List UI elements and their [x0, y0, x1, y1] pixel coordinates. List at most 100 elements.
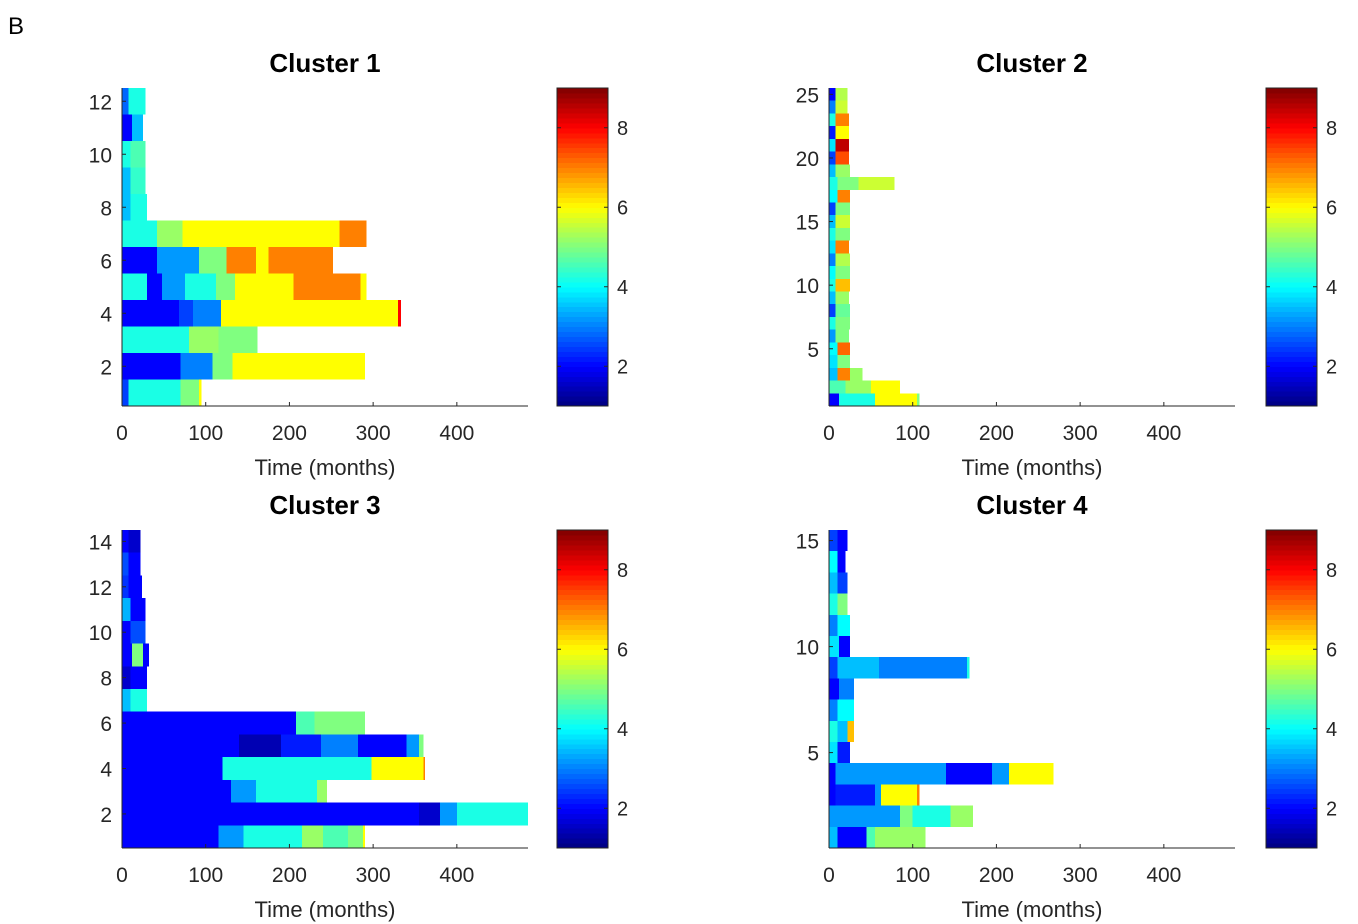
colorbar-swatch [557, 321, 608, 328]
heatmap-cell-row-3-seg-3 [875, 784, 881, 806]
colorbar-swatch [1266, 604, 1317, 611]
heatmap-cell-row-21-seg-2 [835, 138, 850, 152]
y-tick-label: 20 [796, 148, 819, 171]
x-tick-label: 400 [1146, 422, 1181, 445]
colorbar-swatch [557, 147, 608, 154]
heatmap-cell-row-6-seg-3 [199, 247, 227, 274]
y-tick-label: 4 [100, 759, 112, 782]
colorbar-swatch [1266, 122, 1317, 129]
heatmap-cell-row-5-seg-2 [837, 342, 850, 356]
colorbar-swatch [557, 828, 608, 834]
colorbar-swatch [1266, 763, 1317, 770]
colorbar-swatch [1266, 207, 1317, 213]
colorbar-swatch [1266, 530, 1317, 536]
heatmap-cell-row-3-seg-2 [230, 779, 256, 803]
colorbar-swatch [557, 574, 608, 581]
heatmap-cell-row-1-seg-4 [199, 379, 202, 406]
colorbar-swatch [1266, 738, 1317, 745]
heatmap-cell-row-3-seg-1 [122, 326, 189, 353]
colorbar-swatch [1266, 574, 1317, 581]
colorbar-swatch [1266, 703, 1317, 710]
heatmap-cell-row-7-seg-1 [122, 220, 158, 247]
heatmap-cell-row-11-seg-2 [835, 266, 850, 279]
heatmap-cell-row-5-seg-3 [281, 734, 322, 758]
colorbar-tick-label: 4 [617, 719, 628, 741]
colorbar-swatch [557, 381, 608, 387]
heatmap-cell-row-1-seg-4 [875, 826, 926, 848]
heatmap-cell-row-25-seg-2 [835, 88, 848, 101]
colorbar-swatch [1266, 828, 1317, 834]
y-tick-label: 15 [796, 212, 819, 235]
colorbar-swatch [1266, 306, 1317, 313]
y-tick-label: 12 [89, 91, 112, 114]
heatmap-cell-row-1-seg-3 [875, 393, 917, 406]
heatmap-cell-row-7-seg-2 [835, 316, 850, 330]
colorbar-swatch [557, 172, 608, 179]
heatmap-cell-row-1-seg-3 [243, 825, 302, 848]
heatmap-cell-row-5-seg-1 [122, 273, 148, 300]
heatmap-cell-row-12-seg-2 [128, 88, 146, 115]
colorbar-swatch [1266, 788, 1317, 794]
colorbar-tick-label: 2 [617, 798, 628, 820]
heatmap-cell-row-8-seg-2 [130, 194, 148, 221]
colorbar-swatch [1266, 147, 1317, 154]
colorbar-swatch [1266, 684, 1317, 690]
colorbar-swatch [557, 748, 608, 755]
heatmap-cell-row-8-seg-1 [829, 678, 840, 700]
heatmap-cell-row-24-seg-2 [835, 100, 848, 114]
x-axis-label: Time (months) [962, 897, 1103, 922]
heatmap-cell-row-7-seg-2 [157, 220, 183, 247]
colorbar-swatch [1266, 689, 1317, 695]
y-tick-label: 8 [100, 668, 112, 691]
heatmap-cell-row-2-seg-3 [912, 805, 951, 827]
colorbar-swatch [1266, 356, 1317, 362]
colorbar-swatch [1266, 539, 1317, 546]
heatmap-cell-row-4-seg-3 [946, 763, 993, 785]
heatmap-cell-row-4-seg-1 [122, 300, 179, 327]
colorbar-swatch [1266, 197, 1317, 203]
heatmap-cell-row-3-seg-4 [880, 784, 917, 806]
colorbar-swatch [1266, 798, 1317, 804]
colorbar-swatch [1266, 182, 1317, 188]
heatmap-cell-row-6-seg-1 [122, 247, 158, 274]
heatmap-cell-row-3-seg-3 [255, 779, 318, 803]
colorbar-swatch [557, 247, 608, 253]
heatmap-cell-row-10-seg-1 [829, 636, 840, 658]
colorbar-swatch [557, 808, 608, 814]
cluster-panel-2: Cluster 2 0 100 200 300 400 5 10 15 20 25 Time (mon… [796, 48, 1337, 480]
colorbar-swatch [1266, 644, 1317, 650]
heatmap-cell-row-3-seg-1 [122, 779, 231, 803]
heatmap-cell-row-4-seg-3 [193, 300, 221, 327]
heatmap-cell-row-4-seg-5 [1008, 763, 1054, 785]
heatmap-cell-row-5-seg-6 [406, 734, 420, 758]
colorbar-swatch [557, 738, 608, 745]
heatmap-cell-row-10-seg-2 [839, 636, 850, 658]
heatmap-cell-row-5-seg-4 [321, 734, 359, 758]
colorbar-swatch [557, 207, 608, 213]
colorbar-swatch [557, 743, 608, 750]
colorbar-swatch [1266, 549, 1317, 556]
colorbar-swatch [1266, 137, 1317, 144]
colorbar-swatch [557, 594, 608, 601]
colorbar-swatch [557, 197, 608, 203]
colorbar-swatch [1266, 728, 1317, 735]
colorbar-swatch [1266, 813, 1317, 819]
colorbar-swatch [557, 391, 608, 397]
colorbar-swatch [557, 723, 608, 730]
heatmap-cell-row-14-seg-2 [837, 551, 846, 573]
x-axis-label: Time (months) [255, 455, 396, 480]
colorbar-tick-label: 8 [617, 560, 628, 582]
heatmap-cell-row-1-seg-6 [348, 825, 364, 848]
colorbar-swatch [1266, 286, 1317, 293]
panel-title: Cluster 2 [976, 48, 1087, 78]
colorbar-swatch [557, 212, 608, 218]
heatmap-cells [122, 88, 401, 406]
colorbar-swatch [1266, 778, 1317, 785]
heatmap-cell-row-6-seg-2 [837, 720, 848, 742]
colorbar-swatch [1266, 773, 1317, 780]
heatmap-cell-row-7-seg-4 [339, 220, 367, 247]
colorbar-tick-label: 4 [617, 277, 628, 299]
colorbar-tick-label: 6 [1326, 639, 1337, 661]
y-tick-label: 4 [100, 303, 112, 326]
heatmap-cell-row-11-seg-1 [829, 266, 836, 279]
